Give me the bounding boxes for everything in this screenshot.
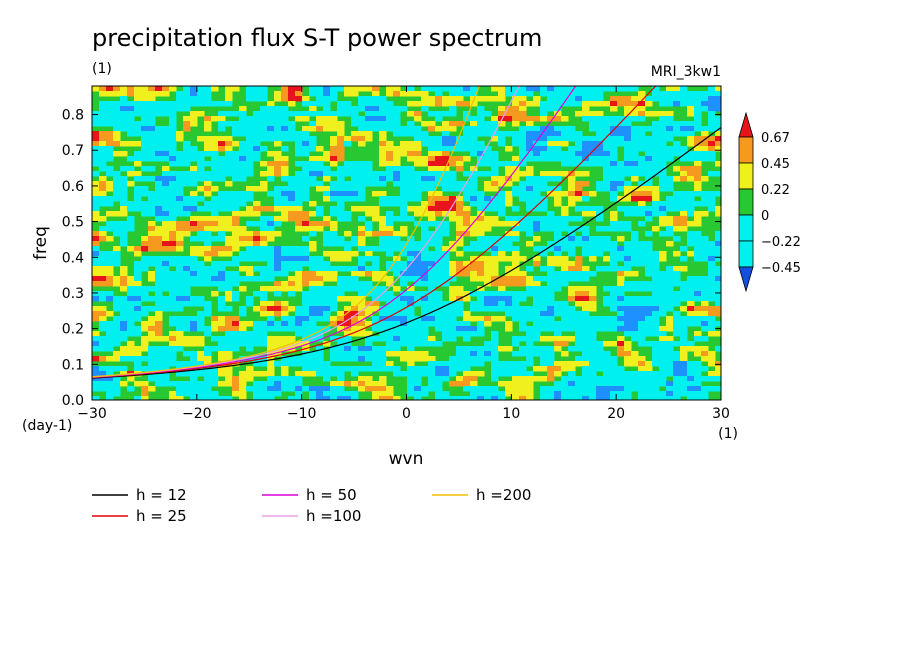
y-tick-label: 0.2 xyxy=(62,322,84,338)
y-axis-label: freq xyxy=(31,226,51,260)
x-axis: −30 −20 −10 0 10 20 30 xyxy=(77,86,730,422)
y-tick-label: 0.6 xyxy=(62,179,84,195)
chart-title: precipitation flux S-T power spectrum xyxy=(92,24,542,52)
x-tick-label: −30 xyxy=(77,406,107,422)
colorbar-segment xyxy=(738,188,754,216)
y-axis: 0.0 0.1 0.2 0.3 0.4 0.5 0.6 0.7 0.8 xyxy=(62,108,721,409)
colorbar-label: 0.22 xyxy=(761,183,790,198)
colorbar-label: −0.22 xyxy=(761,235,801,250)
legend: h = 12 h = 25 h = 50 h =100 h =200 xyxy=(92,486,531,525)
dispersion-curve-h25 xyxy=(92,86,657,379)
y-tick-label: 0.3 xyxy=(62,286,84,302)
colorbar-label: −0.45 xyxy=(761,261,801,276)
dispersion-curve-h12 xyxy=(92,127,721,379)
colorbar-segment xyxy=(738,162,754,190)
colorbar: 0.67 0.45 0.22 0 −0.22 −0.45 xyxy=(738,111,801,293)
y-tick-label: 0.1 xyxy=(62,357,84,373)
legend-label: h = 25 xyxy=(136,507,187,525)
colorbar-label: 0 xyxy=(761,209,769,224)
colorbar-top-arrow xyxy=(738,111,754,138)
colorbar-segment xyxy=(738,136,754,164)
colorbar-segment xyxy=(738,240,754,268)
y-tick-label: 0.8 xyxy=(62,108,84,124)
subtitle-left: (1) xyxy=(92,61,112,77)
dispersion-curves xyxy=(92,86,721,379)
x-tick-label: 20 xyxy=(607,406,625,422)
legend-label: h =200 xyxy=(476,486,531,504)
x-tick-label: 10 xyxy=(502,406,520,422)
dispersion-curve-h50 xyxy=(92,86,577,378)
colorbar-bottom-arrow xyxy=(738,266,754,293)
legend-label: h = 50 xyxy=(306,486,357,504)
y-tick-label: 0.0 xyxy=(62,393,84,409)
legend-label: h =100 xyxy=(306,507,361,525)
x-tick-label: −10 xyxy=(287,406,317,422)
y-unit-label: (day-1) xyxy=(22,418,72,434)
colorbar-label: 0.67 xyxy=(761,131,790,146)
x-tick-label: 0 xyxy=(402,406,411,422)
x-tick-label: 30 xyxy=(712,406,730,422)
dispersion-curve-h200 xyxy=(92,86,480,378)
colorbar-label: 0.45 xyxy=(761,157,790,172)
x-unit-label: (1) xyxy=(718,426,738,442)
y-tick-label: 0.5 xyxy=(62,215,84,231)
x-axis-label: wvn xyxy=(389,449,424,469)
spectrum-field xyxy=(92,86,721,400)
x-tick-label: −20 xyxy=(182,406,212,422)
subtitle-right: MRI_3kw1 xyxy=(651,64,721,80)
y-tick-label: 0.7 xyxy=(62,143,84,159)
legend-label: h = 12 xyxy=(136,486,187,504)
y-tick-label: 0.4 xyxy=(62,250,84,266)
colorbar-segment xyxy=(738,214,754,242)
